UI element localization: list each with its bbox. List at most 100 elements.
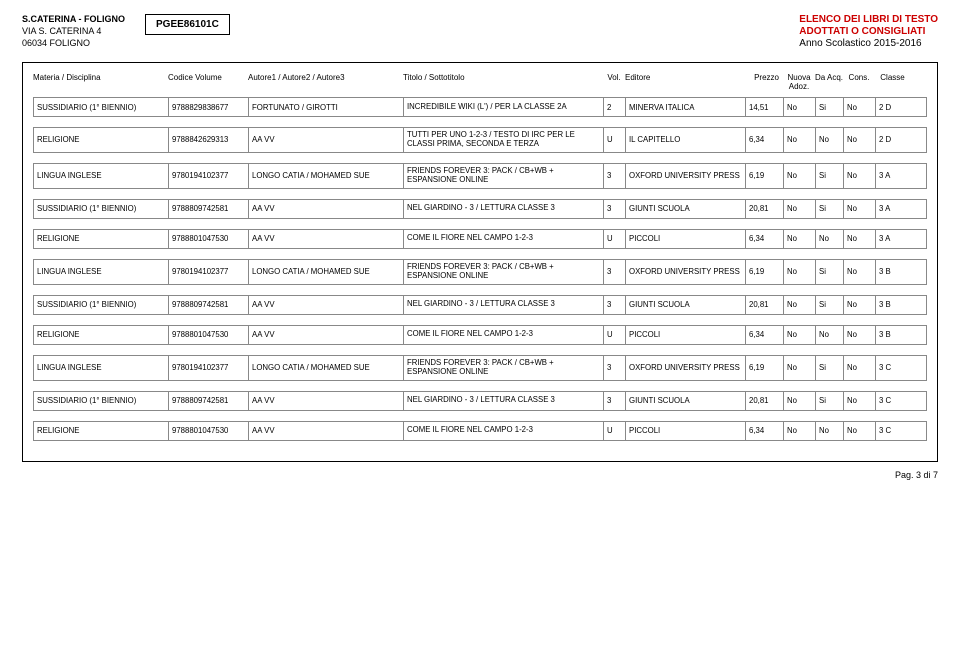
cell-autore: LONGO CATIA / MOHAMED SUE <box>249 164 404 188</box>
cell-classe: 3 A <box>876 230 911 248</box>
table-row: RELIGIONE9788842629313AA VVTUTTI PER UNO… <box>33 127 927 153</box>
col-header-nuova: Nuova Adoz. <box>783 73 815 91</box>
cell-prezzo: 20,81 <box>746 296 784 314</box>
school-name: S.CATERINA - FOLIGNO <box>22 14 125 24</box>
table-row: RELIGIONE9788801047530AA VVCOME IL FIORE… <box>33 229 927 249</box>
table-row: SUSSIDIARIO (1° BIENNIO)9788809742581AA … <box>33 391 927 411</box>
cell-codice: 9788801047530 <box>169 326 249 344</box>
cell-da: Si <box>816 200 844 218</box>
cell-da: No <box>816 230 844 248</box>
cell-codice: 9788842629313 <box>169 128 249 152</box>
col-header-da: Da Acq. <box>815 73 843 91</box>
cell-titolo: NEL GIARDINO - 3 / LETTURA CLASSE 3 <box>404 296 604 314</box>
cell-cons: No <box>844 230 876 248</box>
cell-titolo: NEL GIARDINO - 3 / LETTURA CLASSE 3 <box>404 392 604 410</box>
cell-editore: OXFORD UNIVERSITY PRESS <box>626 356 746 380</box>
cell-editore: OXFORD UNIVERSITY PRESS <box>626 260 746 284</box>
cell-autore: AA VV <box>249 128 404 152</box>
table-row: SUSSIDIARIO (1° BIENNIO)9788809742581AA … <box>33 295 927 315</box>
document-title: ELENCO DEI LIBRI DI TESTO ADOTTATI O CON… <box>799 14 938 50</box>
cell-nuova: No <box>784 164 816 188</box>
cell-codice: 9780194102377 <box>169 260 249 284</box>
cell-materia: SUSSIDIARIO (1° BIENNIO) <box>34 200 169 218</box>
cell-autore: AA VV <box>249 296 404 314</box>
cell-classe: 3 C <box>876 356 911 380</box>
table-header: Materia / Disciplina Codice Volume Autor… <box>33 73 927 91</box>
cell-titolo: TUTTI PER UNO 1-2-3 / TESTO DI IRC PER L… <box>404 128 604 152</box>
cell-nuova: No <box>784 200 816 218</box>
cell-cons: No <box>844 128 876 152</box>
cell-vol: 3 <box>604 296 626 314</box>
cell-codice: 9788801047530 <box>169 230 249 248</box>
cell-titolo: FRIENDS FOREVER 3: PACK / CB+WB + ESPANS… <box>404 356 604 380</box>
cell-materia: LINGUA INGLESE <box>34 164 169 188</box>
cell-materia: SUSSIDIARIO (1° BIENNIO) <box>34 392 169 410</box>
cell-titolo: FRIENDS FOREVER 3: PACK / CB+WB + ESPANS… <box>404 260 604 284</box>
cell-codice: 9788801047530 <box>169 422 249 440</box>
cell-classe: 2 D <box>876 128 911 152</box>
cell-vol: U <box>604 230 626 248</box>
table-row: RELIGIONE9788801047530AA VVCOME IL FIORE… <box>33 421 927 441</box>
cell-editore: MINERVA ITALICA <box>626 98 746 116</box>
cell-prezzo: 6,34 <box>746 128 784 152</box>
cell-autore: AA VV <box>249 392 404 410</box>
cell-cons: No <box>844 422 876 440</box>
table-row: LINGUA INGLESE9780194102377LONGO CATIA /… <box>33 355 927 381</box>
col-header-vol: Vol. <box>603 73 625 91</box>
cell-nuova: No <box>784 422 816 440</box>
cell-materia: RELIGIONE <box>34 422 169 440</box>
cell-codice: 9788809742581 <box>169 296 249 314</box>
cell-autore: LONGO CATIA / MOHAMED SUE <box>249 356 404 380</box>
cell-materia: RELIGIONE <box>34 326 169 344</box>
cell-codice: 9788809742581 <box>169 392 249 410</box>
cell-vol: 2 <box>604 98 626 116</box>
cell-classe: 3 C <box>876 392 911 410</box>
cell-cons: No <box>844 392 876 410</box>
cell-prezzo: 20,81 <box>746 200 784 218</box>
col-header-classe: Classe <box>875 73 910 91</box>
table-row: SUSSIDIARIO (1° BIENNIO)9788809742581AA … <box>33 199 927 219</box>
cell-prezzo: 6,19 <box>746 260 784 284</box>
cell-da: Si <box>816 164 844 188</box>
cell-editore: GIUNTI SCUOLA <box>626 296 746 314</box>
cell-titolo: INCREDIBILE WIKI (L') / PER LA CLASSE 2A <box>404 98 604 116</box>
cell-da: No <box>816 422 844 440</box>
cell-autore: AA VV <box>249 422 404 440</box>
cell-autore: AA VV <box>249 326 404 344</box>
title-line-1: ELENCO DEI LIBRI DI TESTO <box>799 14 938 26</box>
cell-prezzo: 6,34 <box>746 230 784 248</box>
cell-vol: 3 <box>604 164 626 188</box>
cell-da: Si <box>816 260 844 284</box>
cell-da: Si <box>816 392 844 410</box>
cell-editore: GIUNTI SCUOLA <box>626 200 746 218</box>
cell-autore: AA VV <box>249 230 404 248</box>
table-row: LINGUA INGLESE9780194102377LONGO CATIA /… <box>33 163 927 189</box>
cell-codice: 9780194102377 <box>169 164 249 188</box>
cell-prezzo: 6,19 <box>746 356 784 380</box>
table-row: RELIGIONE9788801047530AA VVCOME IL FIORE… <box>33 325 927 345</box>
cell-vol: U <box>604 326 626 344</box>
cell-autore: FORTUNATO / GIROTTI <box>249 98 404 116</box>
cell-da: No <box>816 326 844 344</box>
school-info: S.CATERINA - FOLIGNO VIA S. CATERINA 4 0… <box>22 14 125 50</box>
book-list-container: Materia / Disciplina Codice Volume Autor… <box>22 62 938 462</box>
cell-classe: 3 B <box>876 260 911 284</box>
cell-da: Si <box>816 98 844 116</box>
school-code-box: PGEE86101C <box>145 14 230 35</box>
cell-editore: PICCOLI <box>626 326 746 344</box>
col-header-editore: Editore <box>625 73 745 91</box>
cell-nuova: No <box>784 392 816 410</box>
cell-editore: IL CAPITELLO <box>626 128 746 152</box>
school-code: PGEE86101C <box>156 19 219 30</box>
cell-prezzo: 14,51 <box>746 98 784 116</box>
cell-materia: LINGUA INGLESE <box>34 356 169 380</box>
cell-da: Si <box>816 296 844 314</box>
cell-editore: GIUNTI SCUOLA <box>626 392 746 410</box>
cell-codice: 9788809742581 <box>169 200 249 218</box>
page-header: S.CATERINA - FOLIGNO VIA S. CATERINA 4 0… <box>22 14 938 50</box>
cell-classe: 3 A <box>876 200 911 218</box>
cell-cons: No <box>844 260 876 284</box>
cell-prezzo: 6,19 <box>746 164 784 188</box>
cell-classe: 3 C <box>876 422 911 440</box>
cell-nuova: No <box>784 98 816 116</box>
